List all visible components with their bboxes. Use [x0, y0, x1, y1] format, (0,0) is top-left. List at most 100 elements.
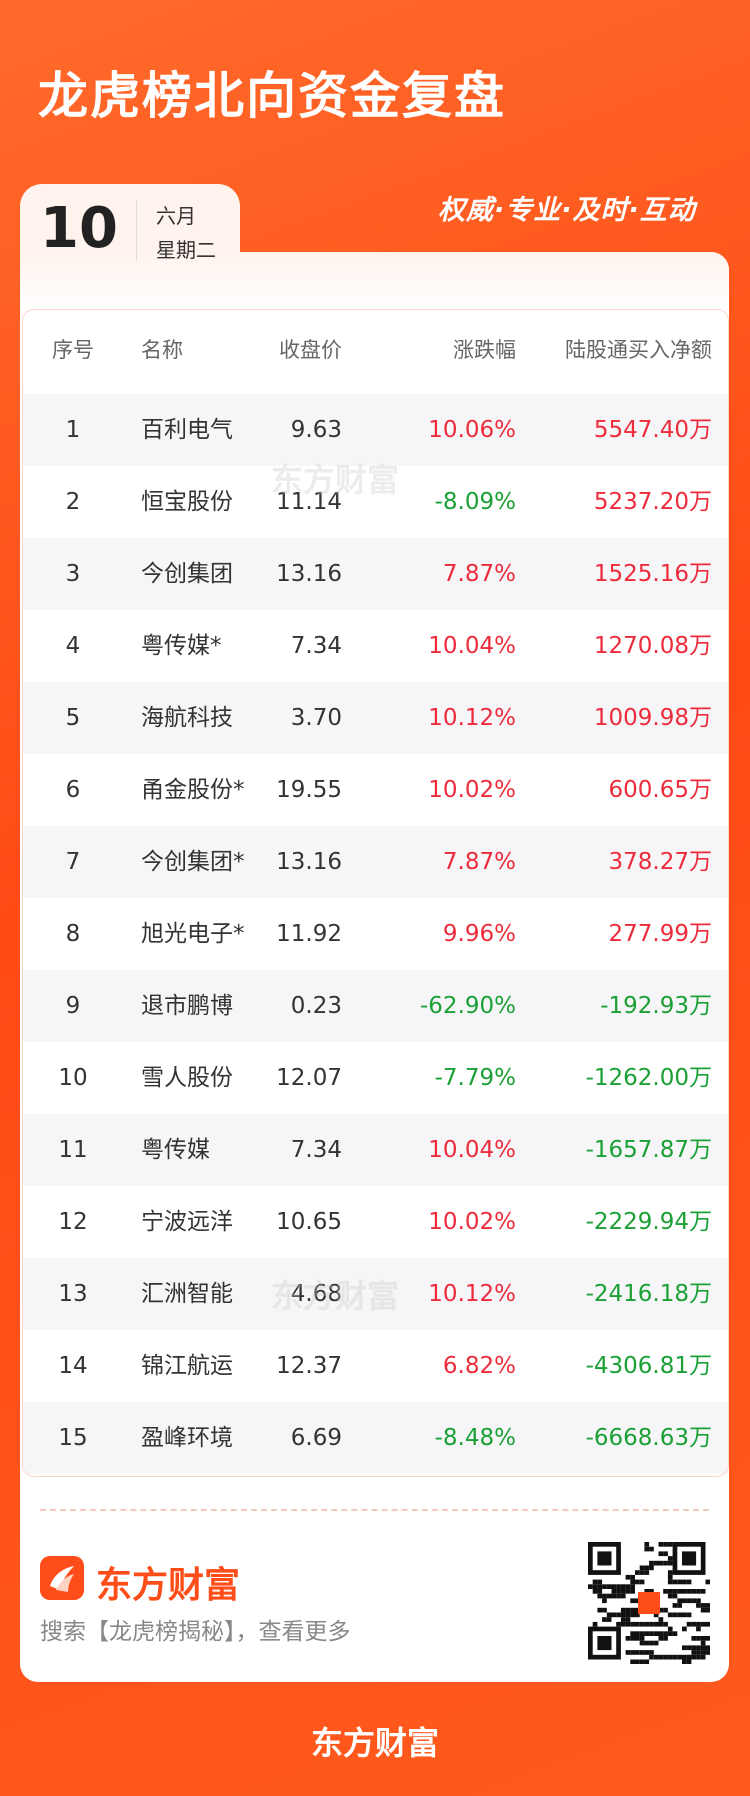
date-day: 10: [40, 196, 118, 261]
qr-module: [705, 1636, 710, 1641]
qr-module: [677, 1603, 682, 1608]
qr-module: [667, 1589, 673, 1594]
qr-module: [682, 1589, 687, 1594]
qr-module: [635, 1631, 640, 1636]
qr-module: [672, 1603, 678, 1608]
table-cell: 600.65万: [608, 777, 712, 803]
qr-module: [611, 1584, 617, 1589]
qr-module: [663, 1636, 668, 1641]
qr-module: [639, 1621, 645, 1627]
qr-module: [691, 1654, 697, 1660]
qr-module: [705, 1650, 710, 1655]
qr-module: [686, 1598, 692, 1604]
table-cell: 今创集团: [141, 561, 233, 587]
qr-module: [625, 1612, 631, 1618]
qr-module: [672, 1612, 678, 1618]
qr-module: [602, 1617, 607, 1622]
qr-module: [644, 1621, 650, 1627]
qr-module: [639, 1650, 645, 1655]
qr-module: [677, 1598, 682, 1604]
card-top: [20, 252, 729, 312]
qr-module: [597, 1593, 603, 1599]
qr-module: [705, 1645, 710, 1651]
watermark: 东方财富: [271, 461, 400, 499]
qr-module: [700, 1640, 706, 1646]
qr-module: [620, 1584, 626, 1589]
qr-module: [597, 1636, 612, 1651]
table-cell: -4306.81万: [585, 1353, 712, 1379]
qr-module: [630, 1659, 635, 1664]
table-cell: 6: [65, 777, 81, 803]
table-cell: -2229.94万: [585, 1209, 712, 1235]
table-cell: -192.93万: [600, 993, 712, 1019]
table-cell: 11.92: [276, 921, 342, 947]
qr-module: [705, 1621, 710, 1627]
qr-module: [682, 1598, 687, 1604]
qr-module: [630, 1607, 635, 1613]
qr-module: [644, 1546, 650, 1552]
table-cell: 10.02%: [428, 777, 516, 803]
table-cell: 10: [58, 1065, 88, 1091]
slogan: 权威·专业·及时·互动: [438, 195, 696, 226]
qr-module: [644, 1631, 650, 1636]
separator: [136, 200, 137, 260]
qr-module: [639, 1640, 645, 1646]
qr-module: [635, 1598, 640, 1604]
table-row: 15 盈峰环境 6.69 -8.48% -6668.63万: [23, 1402, 728, 1474]
table-cell: 11.14: [276, 489, 342, 515]
qr-module: [705, 1603, 710, 1608]
qr-module: [667, 1593, 673, 1599]
qr-module: [653, 1654, 659, 1660]
table-cell: 1270.08万: [593, 633, 712, 659]
qr-module: [639, 1570, 645, 1575]
qr-module: [677, 1612, 682, 1618]
column-header: 序号: [52, 338, 94, 362]
table-cell: 百利电气: [141, 417, 233, 443]
date-weekday: 星期二: [156, 238, 216, 262]
qr-module: [639, 1636, 645, 1641]
qr-module: [653, 1560, 659, 1566]
qr-module: [639, 1579, 645, 1585]
qr-module: [649, 1589, 654, 1594]
qr-module: [682, 1626, 687, 1632]
qr-module: [649, 1560, 654, 1566]
qr-module: [602, 1593, 607, 1599]
date-month: 六月: [156, 204, 196, 228]
table-cell: 粤传媒*: [141, 633, 222, 659]
qr-module: [672, 1593, 678, 1599]
qr-module: [630, 1612, 635, 1618]
table-cell: 10.12%: [428, 705, 516, 731]
qr-module: [630, 1579, 635, 1585]
bottom-brand: 东方财富: [310, 1724, 439, 1762]
qr-module: [653, 1631, 659, 1636]
qr-module: [686, 1589, 692, 1594]
qr-module: [696, 1589, 701, 1594]
table-cell: 13.16: [276, 561, 342, 587]
table-cell: 11: [58, 1137, 88, 1163]
table-cell: 13.16: [276, 849, 342, 875]
qr-module: [691, 1650, 697, 1655]
table-cell: 7.87%: [442, 561, 516, 587]
qr-module: [639, 1659, 645, 1664]
qr-module: [672, 1654, 678, 1660]
qr-module: [602, 1598, 607, 1604]
table-cell: -1657.87万: [585, 1137, 712, 1163]
table-cell: 粤传媒: [141, 1137, 210, 1163]
qr-module: [686, 1621, 692, 1627]
qr-module: [630, 1631, 635, 1636]
table-cell: 10.65: [276, 1209, 342, 1235]
qr-module: [677, 1654, 682, 1660]
table-cell: 13: [58, 1281, 88, 1307]
qr-module: [649, 1640, 654, 1646]
qr-module: [677, 1589, 682, 1594]
table-cell: -62.90%: [420, 993, 516, 1019]
table-row: 11 粤传媒 7.34 10.04% -1657.87万: [23, 1114, 728, 1186]
table-cell: 今创集团*: [141, 849, 245, 875]
table-cell: 5547.40万: [593, 417, 712, 443]
table-cell: 退市鹏博: [141, 993, 233, 1019]
qr-module: [630, 1589, 635, 1594]
qr-module: [616, 1612, 621, 1618]
qr-module: [616, 1621, 621, 1627]
qr-module: [606, 1612, 612, 1618]
qr-module: [639, 1565, 645, 1571]
